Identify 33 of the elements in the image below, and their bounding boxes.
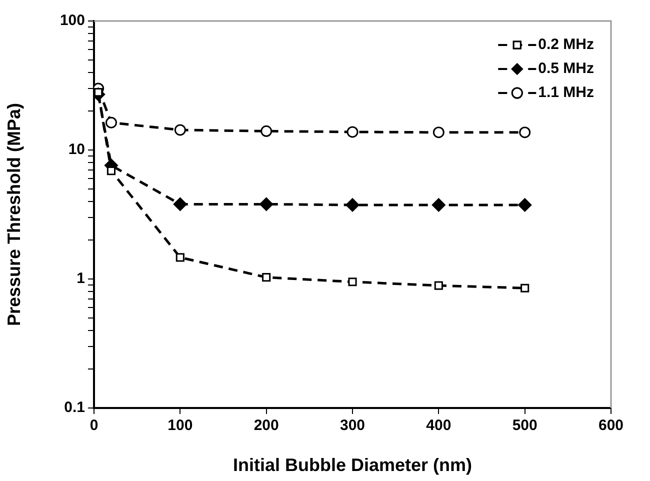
point [518, 198, 532, 212]
point [260, 125, 272, 137]
point [520, 284, 530, 292]
y-tick-label: 0.1 [64, 399, 85, 416]
point [348, 278, 357, 286]
legend-label: 1.1 MHz [538, 84, 594, 102]
point [346, 198, 360, 212]
legend-label: 0.2 MHz [538, 36, 594, 54]
point [434, 281, 443, 290]
point [106, 166, 116, 176]
point [174, 124, 186, 136]
point [432, 198, 446, 212]
point [519, 126, 531, 138]
point [176, 253, 184, 262]
point [432, 126, 444, 138]
point [260, 197, 274, 211]
x-tick-label: 600 [598, 417, 624, 434]
x-tick-label: 100 [168, 417, 193, 434]
x-axis-title: Initial Bubble Diameter (nm) [232, 455, 472, 476]
point [346, 126, 358, 138]
x-tick-label: 200 [254, 417, 279, 434]
point [173, 197, 187, 211]
x-tick-label: 400 [426, 417, 452, 434]
y-tick-label: 100 [60, 12, 85, 30]
x-tick-label: 300 [340, 417, 366, 434]
x-tick-label: 500 [512, 417, 538, 434]
x-tick-label: 0 [90, 417, 98, 434]
legend-label: 0.5 MHz [538, 60, 594, 78]
y-axis-title: Pressure Threshold (MPa) [4, 102, 24, 326]
point [262, 273, 271, 282]
y-tick-label: 1 [76, 270, 85, 288]
point [105, 116, 117, 128]
y-tick-label: 10 [68, 141, 85, 158]
